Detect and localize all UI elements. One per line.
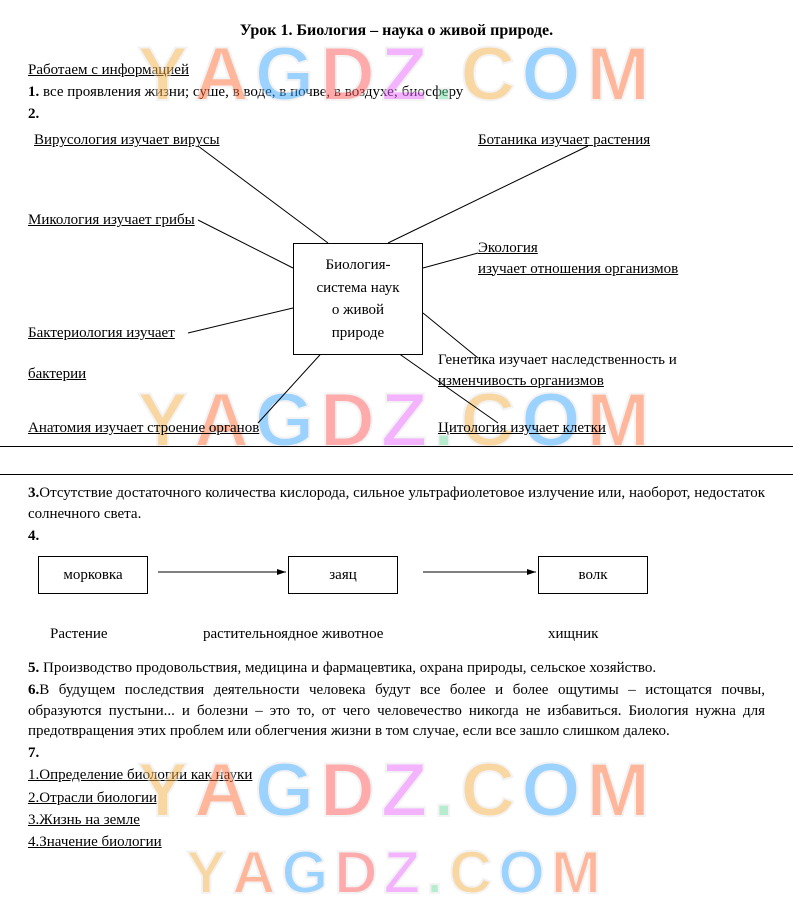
bact-1: Бактериология изучает [28, 325, 175, 341]
ecology-rest: изучает отношения организмов [478, 261, 678, 277]
answer-7-number: 7. [28, 743, 765, 763]
q5-number: 5. [28, 660, 39, 676]
q3-text: Отсутствие достаточного количества кисло… [28, 485, 765, 521]
section-heading: Работаем с информацией [28, 60, 765, 80]
gen-1: Генетика изучает наследственность и [438, 352, 677, 368]
q7-number: 7. [28, 745, 39, 761]
q6-number: 6. [28, 682, 39, 698]
answer-5: 5. Производство продовольствия, медицина… [28, 658, 765, 678]
diagram-center-box: Биология-система науко живойприроде [293, 243, 423, 355]
chain-caption: хищник [548, 624, 598, 644]
chain-captions: Растение растительноядное животное хищник [28, 624, 765, 646]
answer-4-number: 4. [28, 526, 765, 546]
branch-bacteriology: Бактериология изучает бактерии [28, 323, 175, 384]
q4-number: 4. [28, 528, 39, 544]
branch-mycology: Микология изучает грибы [28, 210, 195, 230]
q6-text: В будущем последствия деятельности челов… [28, 682, 765, 739]
list-item: 1.Определение биологии как науки [28, 765, 765, 785]
chain-box: волк [538, 556, 648, 594]
list-item: 3.Жизнь на земле [28, 810, 765, 830]
answer-6: 6.В будущем последствия деятельности чел… [28, 680, 765, 741]
bact-2: бактерии [28, 366, 86, 382]
gen-2: изменчивость организмов [438, 373, 604, 389]
branch-virology: Вирусология изучает вирусы [34, 130, 220, 150]
food-chain: морковка заяц волк [28, 552, 765, 622]
chain-caption: растительноядное животное [203, 624, 383, 644]
divider [0, 474, 793, 475]
biology-diagram: Вирусология изучает вирусы Ботаника изуч… [28, 128, 765, 448]
q3-number: 3. [28, 485, 39, 501]
branch-botany: Ботаника изучает растения [478, 130, 650, 150]
branch-cytology: Цитология изучает клетки [438, 418, 606, 438]
list-item: 2.Отрасли биологии [28, 788, 765, 808]
q1-number: 1. [28, 84, 39, 100]
q5-text: Производство продовольствия, медицина и … [39, 660, 656, 676]
divider [0, 446, 793, 447]
lesson-title: Урок 1. Биология – наука о живой природе… [28, 20, 765, 42]
branch-genetics: Генетика изучает наследственность и изме… [438, 350, 677, 391]
q2-number: 2. [28, 106, 39, 122]
ecology-word: Экология [478, 240, 538, 256]
q1-text: все проявления жизни; суше, в воде, в по… [39, 84, 463, 100]
branch-anatomy: Анатомия изучает строение органов [28, 418, 259, 438]
answer-2-number: 2. [28, 104, 765, 124]
branch-ecology: Экология изучает отношения организмов [478, 238, 678, 279]
answer-7-list: 1.Определение биологии как науки 2.Отрасл… [28, 765, 765, 852]
list-item: 4.Значение биологии [28, 832, 765, 852]
chain-box: морковка [38, 556, 148, 594]
chain-box: заяц [288, 556, 398, 594]
chain-caption: Растение [50, 624, 108, 644]
answer-1: 1. все проявления жизни; суше, в воде, в… [28, 82, 765, 102]
answer-3: 3.Отсутствие достаточного количества кис… [28, 483, 765, 524]
